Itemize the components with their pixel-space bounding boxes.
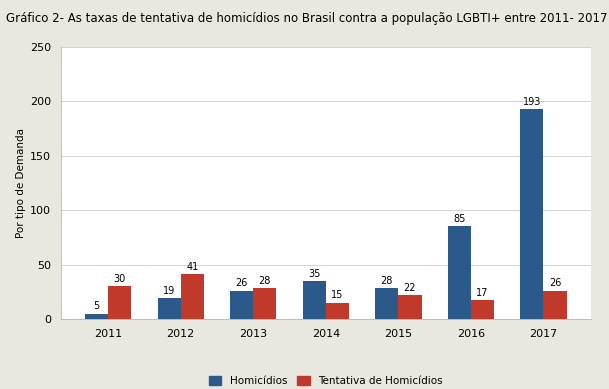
Text: 26: 26 (236, 279, 248, 289)
Text: 5: 5 (93, 301, 100, 311)
Bar (85, 314, 108, 319)
Text: 30: 30 (114, 274, 126, 284)
Bar (375, 289, 398, 319)
Bar (471, 300, 494, 319)
Y-axis label: Por tipo de Demanda: Por tipo de Demanda (16, 128, 26, 238)
Bar (158, 298, 181, 319)
Text: 19: 19 (163, 286, 175, 296)
Legend: Homicídios, Tentativa de Homicídios: Homicídios, Tentativa de Homicídios (205, 371, 447, 389)
Bar (230, 291, 253, 319)
Bar (326, 303, 349, 319)
Bar (398, 295, 421, 319)
Text: 35: 35 (308, 269, 320, 279)
Text: 85: 85 (453, 214, 465, 224)
Text: 193: 193 (523, 96, 541, 107)
Bar (181, 274, 204, 319)
Bar (448, 226, 471, 319)
Bar (520, 109, 543, 319)
Bar (543, 291, 566, 319)
Text: 17: 17 (476, 288, 488, 298)
Text: 15: 15 (331, 291, 343, 300)
Text: Gráfico 2- As taxas de tentativa de homicídios no Brasil contra a população LGBT: Gráfico 2- As taxas de tentativa de homi… (6, 12, 608, 25)
Text: 28: 28 (381, 276, 393, 286)
Text: 22: 22 (404, 283, 416, 293)
Text: 26: 26 (549, 279, 561, 289)
Text: 41: 41 (186, 262, 199, 272)
Bar (108, 286, 132, 319)
Text: 28: 28 (259, 276, 271, 286)
Bar (303, 281, 326, 319)
Bar (253, 289, 276, 319)
